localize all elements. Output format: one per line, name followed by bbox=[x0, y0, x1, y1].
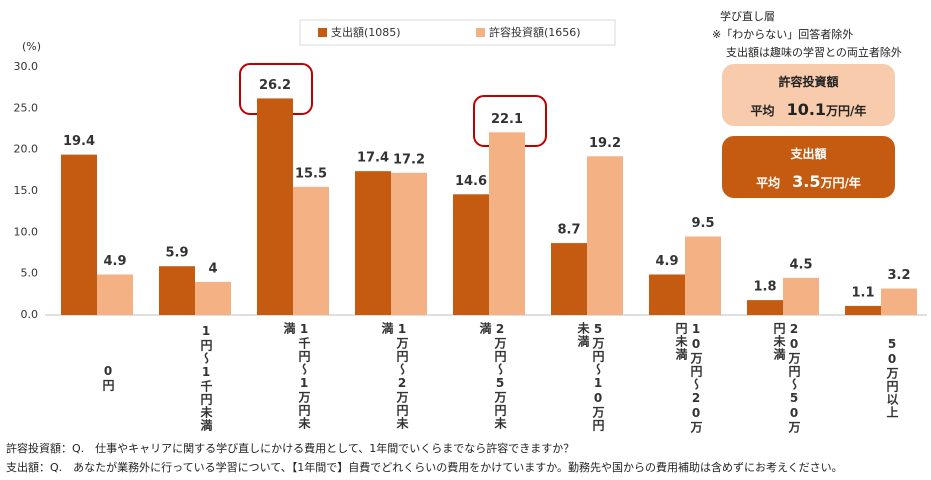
bar bbox=[685, 236, 721, 315]
bar bbox=[391, 172, 427, 315]
footnote: 許容投資額：Q. 仕事やキャリアに関する学び直しにかける費用として、1年間でいく… bbox=[6, 442, 575, 455]
x-tick-label: 50万円以上 bbox=[885, 337, 899, 419]
legend-box bbox=[299, 19, 616, 46]
box-number: 3.5 bbox=[792, 172, 821, 191]
legend-swatch bbox=[476, 28, 485, 37]
x-tick-label: 2万円～5万円未満 bbox=[478, 322, 507, 430]
data-label: 9.5 bbox=[691, 216, 714, 231]
note: 学び直し層 bbox=[720, 10, 775, 23]
data-label: 3.2 bbox=[887, 268, 910, 283]
data-label: 15.5 bbox=[295, 166, 327, 181]
data-label: 22.1 bbox=[491, 112, 523, 127]
note: ※「わからない」回答者除外 bbox=[712, 28, 854, 41]
x-tick-label: 5万円～10万円未満 bbox=[576, 322, 605, 432]
legend-label: 許容投資額(1656) bbox=[489, 25, 581, 39]
data-label: 4.5 bbox=[789, 257, 812, 272]
y-tick-label: 20.0 bbox=[14, 143, 39, 156]
box-prefix: 平均 bbox=[756, 176, 781, 190]
x-tick-label: 20万円～50万円未満 bbox=[772, 322, 801, 434]
bar bbox=[587, 156, 623, 315]
y-tick-label: 0.0 bbox=[21, 308, 39, 321]
bar bbox=[355, 171, 391, 315]
box-value: 平均 10.1万円/年 bbox=[722, 100, 895, 119]
bar bbox=[649, 274, 685, 315]
bar bbox=[159, 266, 195, 315]
data-label: 8.7 bbox=[557, 223, 580, 238]
y-tick-label: 30.0 bbox=[14, 60, 39, 73]
data-label: 19.2 bbox=[589, 136, 621, 151]
legend-label: 支出額(1085) bbox=[331, 25, 401, 39]
bar bbox=[61, 154, 97, 315]
legend-swatch bbox=[318, 28, 327, 37]
x-tick-label: 0円 bbox=[101, 364, 115, 392]
data-label: 4.9 bbox=[655, 254, 678, 269]
bar bbox=[845, 305, 881, 315]
data-label: 26.2 bbox=[259, 78, 291, 93]
y-tick-label: 5.0 bbox=[21, 267, 39, 280]
y-tick-label: 10.0 bbox=[14, 225, 39, 238]
box-title: 許容投資額 bbox=[778, 75, 839, 89]
box-unit: 万円/年 bbox=[820, 176, 861, 190]
data-label: 5.9 bbox=[165, 246, 188, 261]
summary-box: 許容投資額 平均 10.1万円/年 bbox=[722, 64, 895, 126]
box-value: 平均 3.5万円/年 bbox=[722, 172, 895, 191]
box-number: 10.1 bbox=[786, 100, 827, 119]
data-label: 4 bbox=[208, 261, 217, 276]
box-title: 支出額 bbox=[790, 147, 827, 161]
bar bbox=[783, 277, 819, 315]
bar bbox=[97, 274, 133, 315]
footnote: 支出額：Q. あなたが業務外に行っている学習について、【1年間で】自費でどれくら… bbox=[6, 461, 843, 474]
data-label: 17.4 bbox=[357, 151, 389, 166]
x-tick-label: 10万円～20万円未満 bbox=[674, 322, 703, 434]
data-label: 17.2 bbox=[393, 152, 425, 167]
bar bbox=[293, 186, 329, 315]
bar bbox=[881, 288, 917, 315]
box-prefix: 平均 bbox=[750, 104, 775, 118]
x-tick-label: 1万円～2万円未満 bbox=[380, 322, 409, 430]
bar bbox=[747, 300, 783, 315]
box-unit: 万円/年 bbox=[826, 104, 867, 118]
bar bbox=[453, 194, 489, 315]
data-label: 4.9 bbox=[103, 254, 126, 269]
x-tick-label: 1千円～1万円未満 bbox=[282, 322, 311, 430]
bar bbox=[195, 281, 231, 315]
y-unit: (%) bbox=[22, 40, 41, 53]
summary-box: 支出額 平均 3.5万円/年 bbox=[722, 136, 895, 198]
data-label: 1.8 bbox=[753, 280, 776, 295]
data-label: 1.1 bbox=[851, 285, 874, 300]
data-label: 14.6 bbox=[455, 174, 487, 189]
y-tick-label: 15.0 bbox=[14, 184, 39, 197]
bar bbox=[257, 98, 293, 315]
note: 支出額は趣味の学習との両立者除外 bbox=[726, 46, 902, 59]
data-label: 19.4 bbox=[63, 134, 95, 149]
y-tick-label: 25.0 bbox=[14, 101, 39, 114]
x-tick-label: 1円～1千円未満 bbox=[199, 324, 213, 432]
bar bbox=[551, 243, 587, 315]
bar bbox=[489, 132, 525, 315]
